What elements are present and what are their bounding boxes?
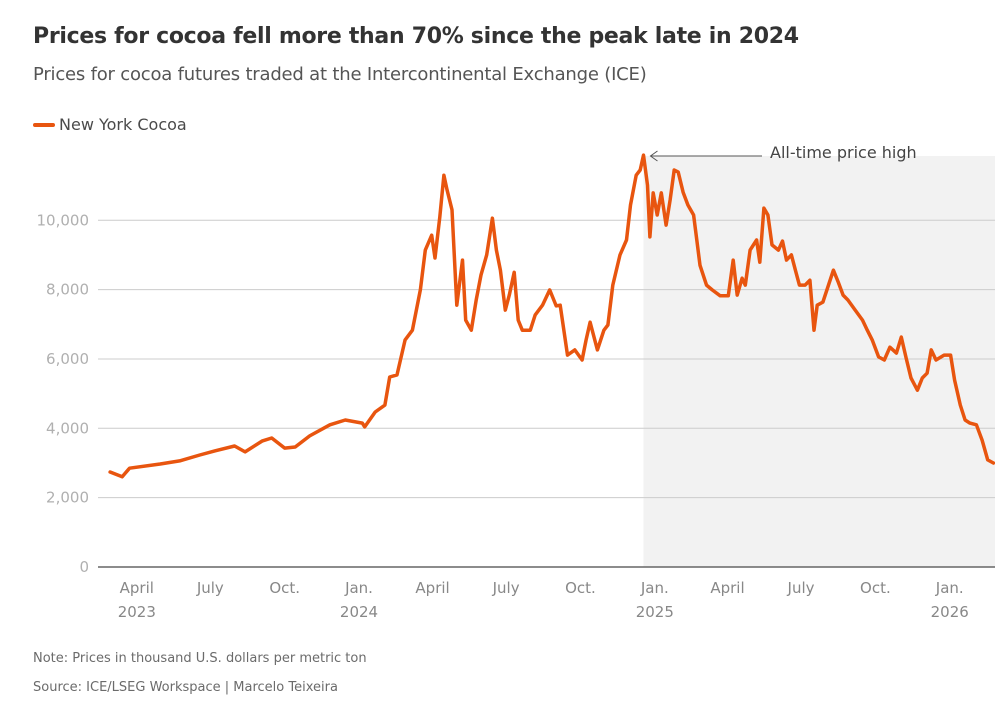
x-tick-label: Oct.	[269, 579, 300, 597]
y-tick-label: 2,000	[46, 489, 89, 507]
x-tick-label: July	[492, 579, 520, 597]
chart-title: Prices for cocoa fell more than 70% sinc…	[33, 24, 799, 49]
line-chart: 0 2,000 4,000 6,000 8,000 10,000 April 2023 Jul…	[37, 143, 995, 621]
x-tick-label: Jan.	[935, 579, 964, 597]
arrowhead-icon	[649, 150, 658, 162]
x-tick-label: Jan.	[344, 579, 373, 597]
legend-swatch-icon	[33, 122, 55, 127]
x-tick-label: July	[196, 579, 224, 597]
footnote: Note: Prices in thousand U.S. dollars pe…	[33, 651, 367, 666]
x-tick-label: April	[415, 579, 449, 597]
x-tick-year-label: 2023	[118, 603, 156, 621]
x-tick-year-label: 2026	[931, 603, 969, 621]
shaded-region	[643, 156, 995, 567]
x-tick-label: Oct.	[860, 579, 891, 597]
series-line-new-york-cocoa	[108, 153, 995, 479]
y-tick-label: 8,000	[46, 281, 89, 299]
x-tick-year-label: 2024	[340, 603, 378, 621]
x-tick-label: April	[710, 579, 744, 597]
source-credit: Source: ICE/LSEG Workspace | Marcelo Tei…	[33, 680, 338, 695]
y-tick-label: 10,000	[37, 211, 90, 229]
x-tick-label: April	[120, 579, 154, 597]
x-tick-label: Oct.	[565, 579, 596, 597]
annotation-label: All-time price high	[770, 143, 917, 162]
legend-label: New York Cocoa	[59, 115, 187, 134]
legend: New York Cocoa	[33, 115, 187, 134]
y-tick-label: 4,000	[46, 419, 89, 437]
x-tick-year-label: 2025	[636, 603, 674, 621]
y-tick-label: 0	[79, 558, 89, 576]
y-tick-label: 6,000	[46, 350, 89, 368]
x-tick-label: Jan.	[640, 579, 669, 597]
chart-subtitle: Prices for cocoa futures traded at the I…	[33, 64, 647, 85]
x-tick-label: July	[787, 579, 815, 597]
